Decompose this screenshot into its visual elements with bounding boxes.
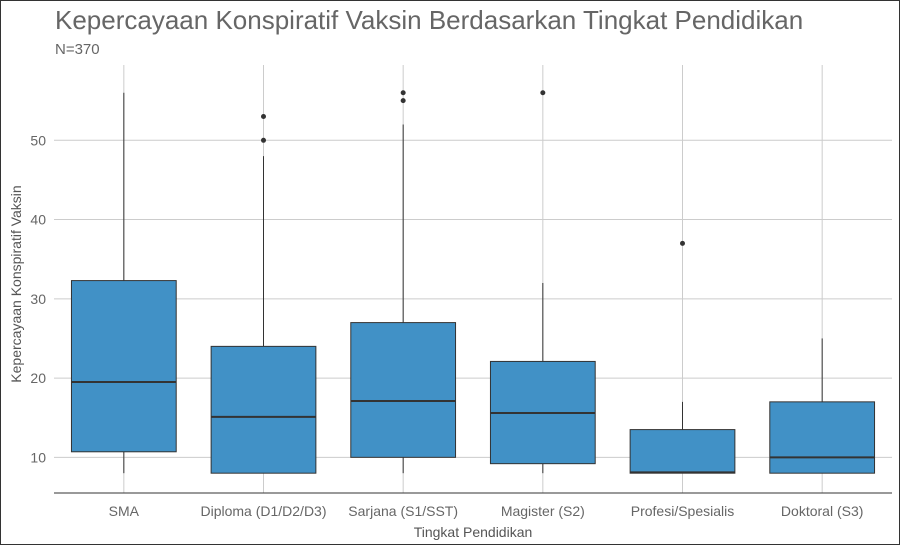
- x-tick-label: Profesi/Spesialis: [631, 503, 735, 519]
- box-series: [70, 90, 876, 474]
- x-tick-labels: SMA Diploma (D1/D2/D3) Sarjana (S1/SST) Mag…: [109, 503, 864, 519]
- outlier-point: [400, 98, 406, 104]
- box-group: [210, 114, 317, 474]
- x-tick-label: Diploma (D1/D2/D3): [200, 503, 326, 519]
- box-iqr: [350, 322, 457, 458]
- outlier-point: [261, 137, 266, 143]
- x-tick-label: Doktoral (S3): [781, 503, 863, 519]
- outlier-point: [680, 240, 685, 246]
- box-iqr: [629, 429, 736, 474]
- outlier-point: [540, 90, 546, 96]
- outlier-point: [400, 90, 406, 96]
- horizontal-gridlines: [54, 139, 892, 458]
- box-group: [350, 90, 457, 474]
- chart-subtitle: N=370: [55, 41, 100, 58]
- x-tick-label: Sarjana (S1/SST): [348, 503, 458, 519]
- x-tick-label: Magister (S2): [501, 503, 585, 519]
- x-tick-label: SMA: [109, 503, 140, 519]
- box-iqr: [210, 345, 317, 474]
- y-tick-label: 40: [30, 212, 46, 228]
- y-tick-labels: 10 20 30 40 50: [30, 132, 46, 465]
- y-tick-label: 30: [30, 291, 46, 307]
- chart-title: Kepercayaan Konspiratif Vaksin Berdasark…: [55, 5, 804, 35]
- outlier-point: [261, 114, 266, 120]
- box-iqr: [769, 401, 876, 474]
- box-group: [489, 90, 596, 474]
- y-tick-label: 10: [30, 449, 46, 465]
- box-group: [70, 92, 177, 474]
- box-group: [629, 240, 736, 474]
- box-group: [769, 338, 876, 474]
- y-tick-label: 50: [30, 132, 46, 148]
- x-axis-title: Tingkat Pendidikan: [414, 524, 533, 540]
- y-tick-label: 20: [30, 370, 46, 386]
- y-axis-title: Kepercayaan Konspiratif Vaksin: [8, 185, 24, 382]
- box-iqr: [70, 280, 177, 453]
